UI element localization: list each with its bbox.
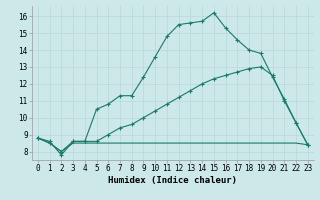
- X-axis label: Humidex (Indice chaleur): Humidex (Indice chaleur): [108, 176, 237, 185]
